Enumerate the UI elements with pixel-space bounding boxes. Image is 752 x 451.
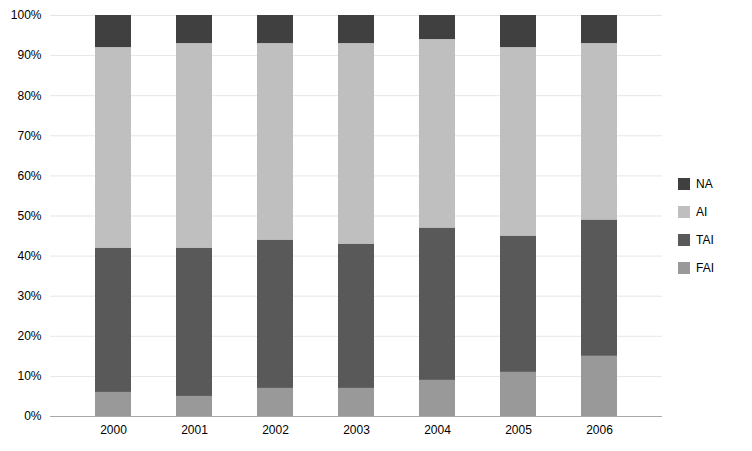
html-text:NA: NA — [696, 176, 713, 191]
svg-text:90%: 90% — [17, 48, 41, 62]
svg-text:70%: 70% — [17, 129, 41, 143]
svg-text:2000: 2000 — [100, 423, 127, 437]
html-text:AI: AI — [696, 204, 708, 219]
svg-text:2001: 2001 — [181, 423, 208, 437]
svg-text:60%: 60% — [17, 169, 41, 183]
svg-text:0%: 0% — [24, 409, 42, 423]
svg-text:2004: 2004 — [424, 423, 451, 437]
html-text:FAI: FAI — [696, 260, 714, 275]
svg-text:10%: 10% — [17, 369, 41, 383]
svg-text:2005: 2005 — [505, 423, 532, 437]
svg-text:2002: 2002 — [262, 423, 289, 437]
html-text:TAI: TAI — [696, 232, 714, 247]
svg-text:80%: 80% — [17, 89, 41, 103]
svg-text:2003: 2003 — [343, 423, 370, 437]
svg-text:20%: 20% — [17, 329, 41, 343]
svg-text:50%: 50% — [17, 209, 41, 223]
svg-text:100%: 100% — [11, 8, 42, 22]
svg-text:40%: 40% — [17, 249, 41, 263]
svg-text:30%: 30% — [17, 289, 41, 303]
svg-text:2006: 2006 — [586, 423, 613, 437]
